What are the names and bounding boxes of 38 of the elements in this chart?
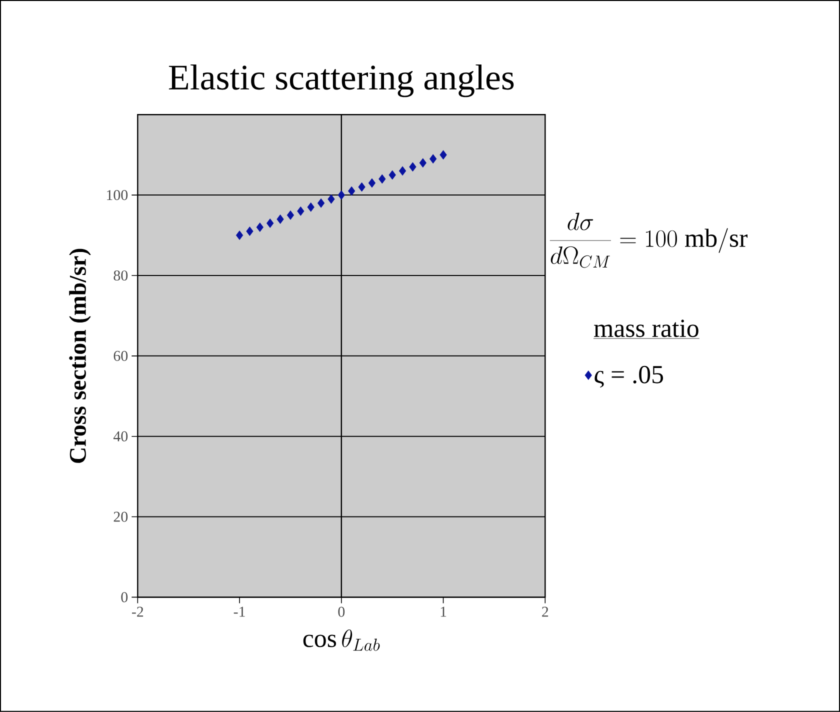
y-tick-label: 100 — [107, 190, 128, 200]
point — [358, 182, 366, 192]
legend-title: mass ratio — [594, 320, 698, 338]
x-tick-label: -1 — [234, 606, 245, 617]
y-tick-label: 60 — [114, 350, 128, 362]
point — [419, 158, 426, 168]
point — [236, 230, 244, 240]
point — [430, 154, 437, 164]
point — [286, 210, 294, 220]
point — [317, 198, 325, 208]
x-tick-label: 0 — [338, 606, 345, 617]
point — [409, 162, 416, 172]
point — [388, 170, 396, 180]
point — [368, 178, 376, 188]
x-tick-label: 2 — [542, 606, 548, 617]
x-tick-label: -2 — [132, 606, 144, 617]
chart-title: Elastic scattering angles — [168, 64, 514, 98]
text: $\frac{d\sigma}{d\Omega_{CM}} = 100\ \mathrm{mb/sr}$ — [550, 212, 748, 268]
point — [348, 186, 356, 196]
legend-label: ς = .05 — [594, 366, 664, 388]
x-tick-label: 1 — [440, 606, 446, 617]
point — [276, 214, 284, 224]
y-tick-label: 80 — [114, 270, 128, 281]
y-tick-label: 40 — [113, 431, 128, 442]
point — [297, 206, 304, 216]
point — [328, 194, 335, 204]
point — [256, 222, 264, 232]
point — [338, 190, 345, 200]
point — [398, 166, 406, 176]
y-tick-label: 0 — [121, 592, 128, 602]
y-tick-label: 20 — [114, 512, 128, 522]
y-axis-title: Cross section (mb/sr) — [69, 248, 91, 463]
x-axis-title: $\cos\theta_{Lab}$ — [303, 630, 380, 651]
point — [246, 226, 254, 236]
point — [266, 218, 274, 228]
point — [378, 174, 386, 184]
point — [440, 150, 447, 160]
point — [307, 202, 314, 212]
